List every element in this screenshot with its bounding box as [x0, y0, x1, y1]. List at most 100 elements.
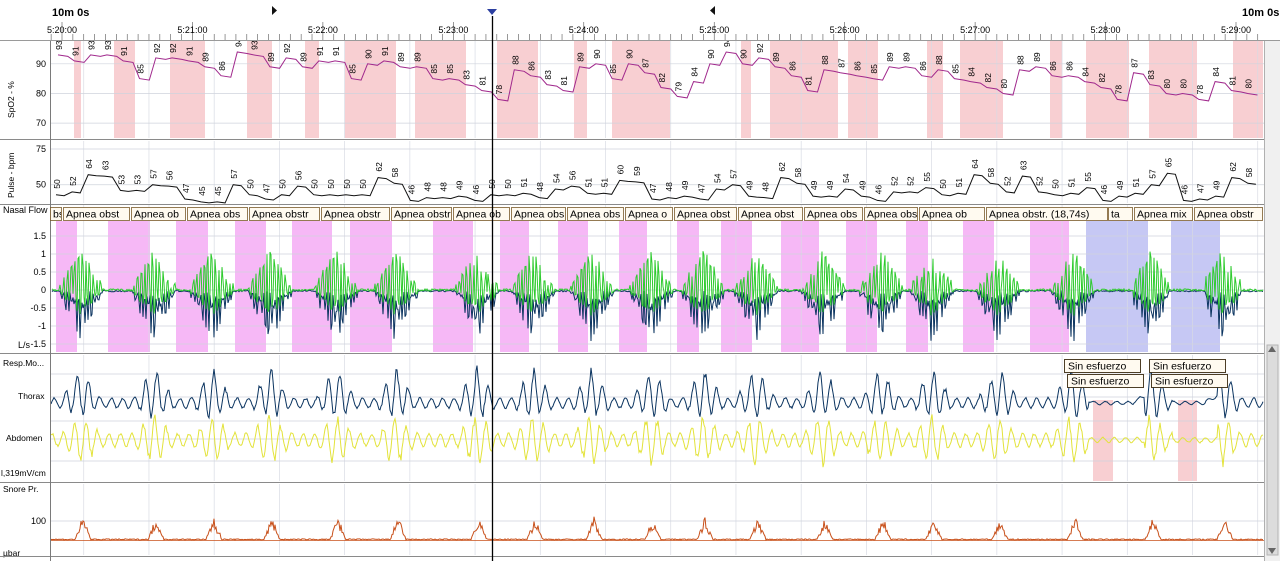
- pulse-value-label: 49: [680, 180, 690, 190]
- flow-event-box[interactable]: [187, 207, 248, 221]
- no-effort-text: Sin esfuerzo: [1071, 376, 1130, 388]
- flow-event-box[interactable]: [511, 207, 566, 221]
- flow-event-box[interactable]: [986, 207, 1108, 221]
- flow-event-label[interactable]: Apnea o: [625, 207, 673, 221]
- spo2-value-label: 90: [739, 49, 749, 59]
- flow-event-box[interactable]: [50, 207, 62, 221]
- play-forward-icon[interactable]: [272, 6, 277, 15]
- spo2-value-label: 87: [836, 58, 846, 68]
- no-effort-box[interactable]: [1151, 374, 1228, 388]
- flow-event-text: bs: [53, 209, 64, 221]
- spo2-value-label: 85: [608, 64, 618, 74]
- desaturation-band: [1050, 41, 1062, 138]
- pulse-value-label: 58: [986, 168, 996, 178]
- desaturation-band: [770, 41, 838, 138]
- spo2-value-label: 84: [1211, 67, 1221, 77]
- pulse-value-label: 64: [84, 159, 94, 169]
- desaturation-band: [247, 41, 272, 138]
- apnea-obstructive-band: [350, 221, 392, 352]
- flow-event-label[interactable]: bs: [50, 207, 65, 221]
- spo2-value-label: 93: [103, 40, 113, 50]
- flow-event-box[interactable]: [738, 207, 803, 221]
- spo2-value-label: 86: [217, 61, 227, 71]
- pulse-value-label: 47: [1196, 183, 1206, 193]
- pulse-value-label: 49: [809, 180, 819, 190]
- no-effort-note[interactable]: Sin esfuerzo: [1149, 359, 1226, 373]
- pulse-value-label: 50: [310, 179, 320, 189]
- ruler-time-label: 5:27:00: [960, 25, 990, 35]
- play-back-icon[interactable]: [710, 6, 715, 15]
- spo2-value-label: 80: [1244, 79, 1254, 89]
- time-ruler[interactable]: 10m 0s 10m 0s 5:20:00 5:21:00 5:22:00 5:23:00…: [0, 0, 1280, 41]
- flow-event-box[interactable]: [391, 207, 452, 221]
- flow-event-label[interactable]: Apnea ob: [453, 207, 510, 221]
- flow-event-label[interactable]: Apnea obst: [738, 207, 803, 221]
- pulse-value-label: 45: [213, 186, 223, 196]
- no-effort-note[interactable]: Sin esfuerzo: [1067, 374, 1144, 388]
- flow-event-box[interactable]: [1108, 207, 1133, 221]
- flow-event-label[interactable]: Apnea mix: [1134, 207, 1193, 221]
- spo2-value-label: 89: [576, 52, 586, 62]
- flow-event-label[interactable]: Apnea obs: [804, 207, 863, 221]
- no-effort-box[interactable]: [1067, 374, 1144, 388]
- snore-unit-label: µbar: [3, 548, 20, 558]
- flow-event-label[interactable]: Apnea obstr: [249, 207, 320, 221]
- flow-event-label[interactable]: Apnea obs: [511, 207, 566, 221]
- spo2-value-label: 90: [624, 49, 634, 59]
- no-effort-note[interactable]: Sin esfuerzo: [1151, 374, 1228, 388]
- desaturation-band: [741, 41, 751, 138]
- flow-event-label[interactable]: Apnea ob: [131, 207, 186, 221]
- pulse-value-label: 50: [1051, 179, 1061, 189]
- scrollbar-thumb[interactable]: [1266, 344, 1279, 556]
- flow-event-label[interactable]: Apnea ob: [919, 207, 985, 221]
- flow-event-box[interactable]: [919, 207, 985, 221]
- desaturation-band: [74, 41, 81, 138]
- flow-event-box[interactable]: [321, 207, 390, 221]
- pulse-value-label: 47: [181, 183, 191, 193]
- spo2-value-label: 86: [1048, 61, 1058, 71]
- cursor-marker-icon[interactable]: [487, 9, 497, 15]
- flow-event-label[interactable]: Apnea obs: [864, 207, 918, 221]
- no-effort-box[interactable]: [1149, 359, 1226, 373]
- flow-event-box[interactable]: [567, 207, 624, 221]
- spo2-value-label: 81: [478, 76, 488, 86]
- flow-event-box[interactable]: [63, 207, 130, 221]
- no-effort-text: Sin esfuerzo: [1155, 376, 1214, 388]
- flow-event-label[interactable]: Apnea obstr: [391, 207, 452, 221]
- desaturation-band: [1149, 41, 1197, 138]
- flow-event-text: Apnea mix: [1137, 209, 1187, 221]
- flow-event-text: ta: [1111, 209, 1120, 221]
- flow-event-box[interactable]: [1134, 207, 1193, 221]
- flow-event-label[interactable]: ta: [1108, 207, 1133, 221]
- thorax-label: Thorax: [18, 391, 45, 401]
- flow-event-text: Apnea ob: [134, 209, 179, 221]
- scroll-up-icon[interactable]: [1268, 346, 1276, 352]
- flow-event-box[interactable]: [249, 207, 320, 221]
- flow-event-label[interactable]: Apnea obstr: [321, 207, 390, 221]
- flow-event-label[interactable]: Apnea obst: [674, 207, 737, 221]
- pulse-value-label: 47: [261, 183, 271, 193]
- desaturation-band: [848, 41, 878, 138]
- flow-event-box[interactable]: [625, 207, 673, 221]
- flow-event-label[interactable]: Apnea obs: [187, 207, 248, 221]
- pulse-value-label: 58: [1244, 168, 1254, 178]
- scroll-down-icon[interactable]: [1268, 548, 1276, 554]
- spo2-value-label: 92: [152, 43, 162, 53]
- flow-event-box[interactable]: [131, 207, 186, 221]
- flow-event-box[interactable]: [453, 207, 510, 221]
- flow-event-box[interactable]: [1194, 207, 1263, 221]
- spo2-value-label: 85: [429, 64, 439, 74]
- flow-event-label[interactable]: Apnea obstr: [1194, 207, 1263, 221]
- flow-event-box[interactable]: [864, 207, 918, 221]
- no-effort-note[interactable]: Sin esfuerzo: [1064, 359, 1141, 373]
- flow-event-box[interactable]: [804, 207, 863, 221]
- flow-event-label[interactable]: Apnea obst: [63, 207, 130, 221]
- no-effort-box[interactable]: [1064, 359, 1141, 373]
- snore-tick-label: 100: [31, 516, 46, 526]
- spo2-value-label: 80: [1162, 79, 1172, 89]
- spo2-value-label: 94: [233, 37, 243, 47]
- flow-event-box[interactable]: [674, 207, 737, 221]
- flow-event-label[interactable]: Apnea obs: [567, 207, 624, 221]
- flow-event-label[interactable]: Apnea obstr. (18,74s): [986, 207, 1108, 221]
